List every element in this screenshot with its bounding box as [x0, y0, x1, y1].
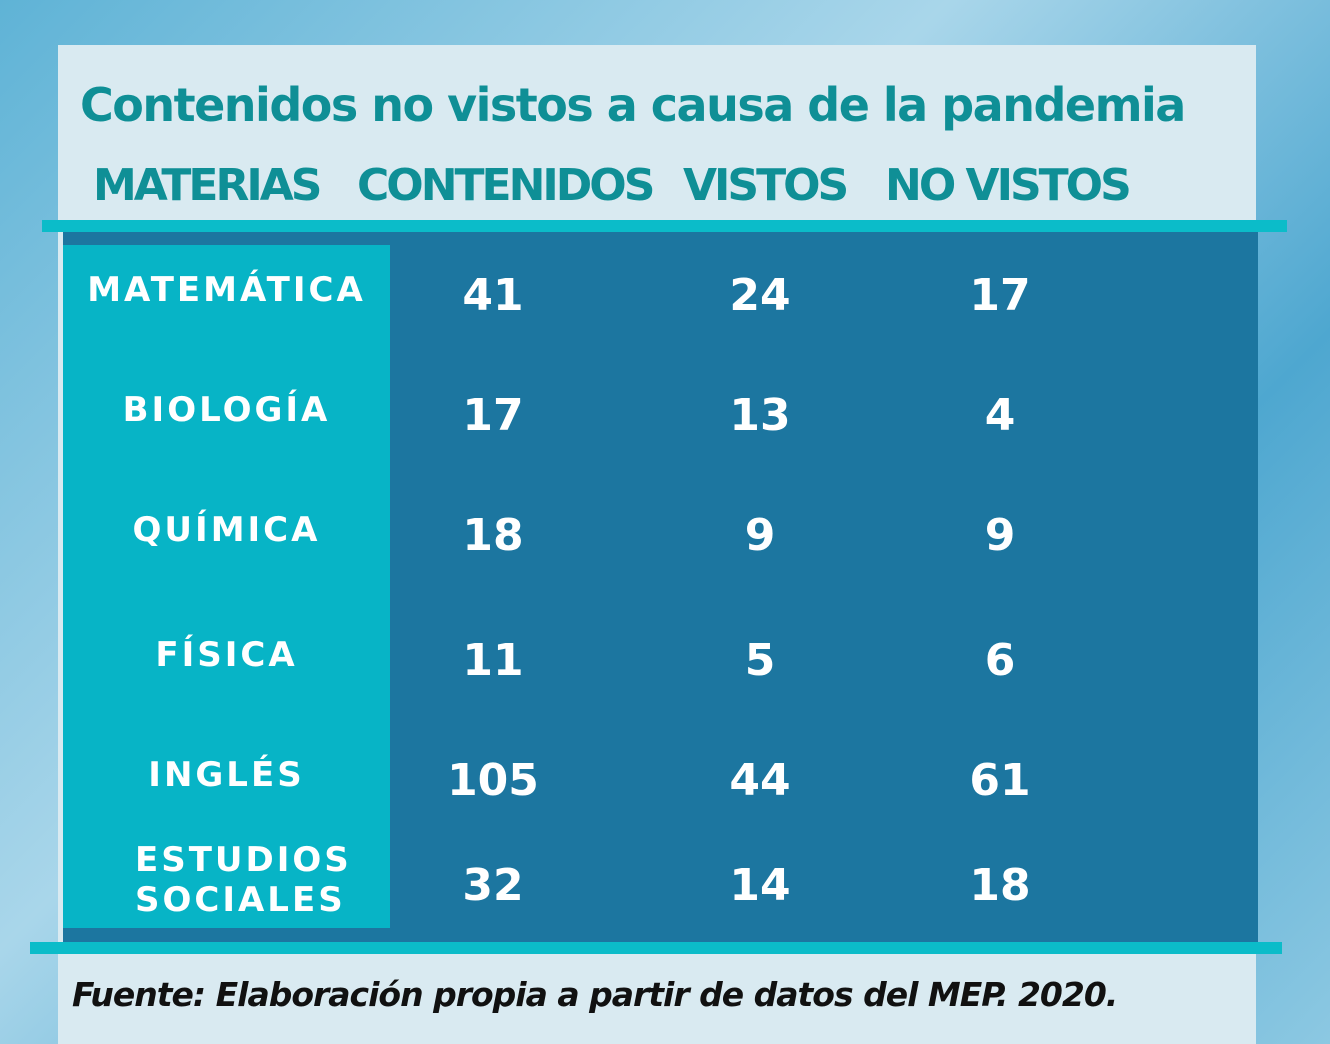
cell: 24 — [729, 270, 791, 321]
cell: 17 — [462, 390, 524, 441]
subject: QUÍMICA — [132, 510, 321, 550]
subject: MATEMÁTICA — [87, 270, 366, 310]
cell: 17 — [969, 270, 1031, 321]
subject-column — [63, 245, 390, 928]
cell: 18 — [969, 860, 1031, 911]
cell: 18 — [462, 510, 524, 561]
cell: 61 — [969, 755, 1031, 806]
subject: ESTUDIOS SOCIALES — [135, 840, 352, 920]
cell: 13 — [729, 390, 791, 441]
cell: 9 — [984, 510, 1016, 561]
subject: BIOLOGÍA — [122, 390, 331, 430]
cell: 4 — [984, 390, 1016, 441]
cell: 11 — [462, 635, 524, 686]
cell: 105 — [447, 755, 539, 806]
column-header: CONTENIDOS — [357, 160, 655, 211]
title: Contenidos no vistos a causa de la pande… — [80, 78, 1186, 132]
divider — [30, 942, 1282, 954]
divider — [42, 220, 1287, 232]
cell: 5 — [744, 635, 776, 686]
column-header: NO VISTOS — [885, 160, 1132, 211]
cell: 6 — [984, 635, 1016, 686]
cell: 44 — [729, 755, 791, 806]
cell: 14 — [729, 860, 791, 911]
cell: 41 — [462, 270, 524, 321]
cell: 9 — [744, 510, 776, 561]
source: Fuente: Elaboración propia a partir de d… — [72, 975, 1118, 1014]
column-header: MATERIAS — [93, 160, 322, 211]
column-header: VISTOS — [683, 160, 849, 211]
subject: INGLÉS — [148, 755, 305, 795]
cell: 32 — [462, 860, 524, 911]
subject: FÍSICA — [155, 635, 298, 675]
